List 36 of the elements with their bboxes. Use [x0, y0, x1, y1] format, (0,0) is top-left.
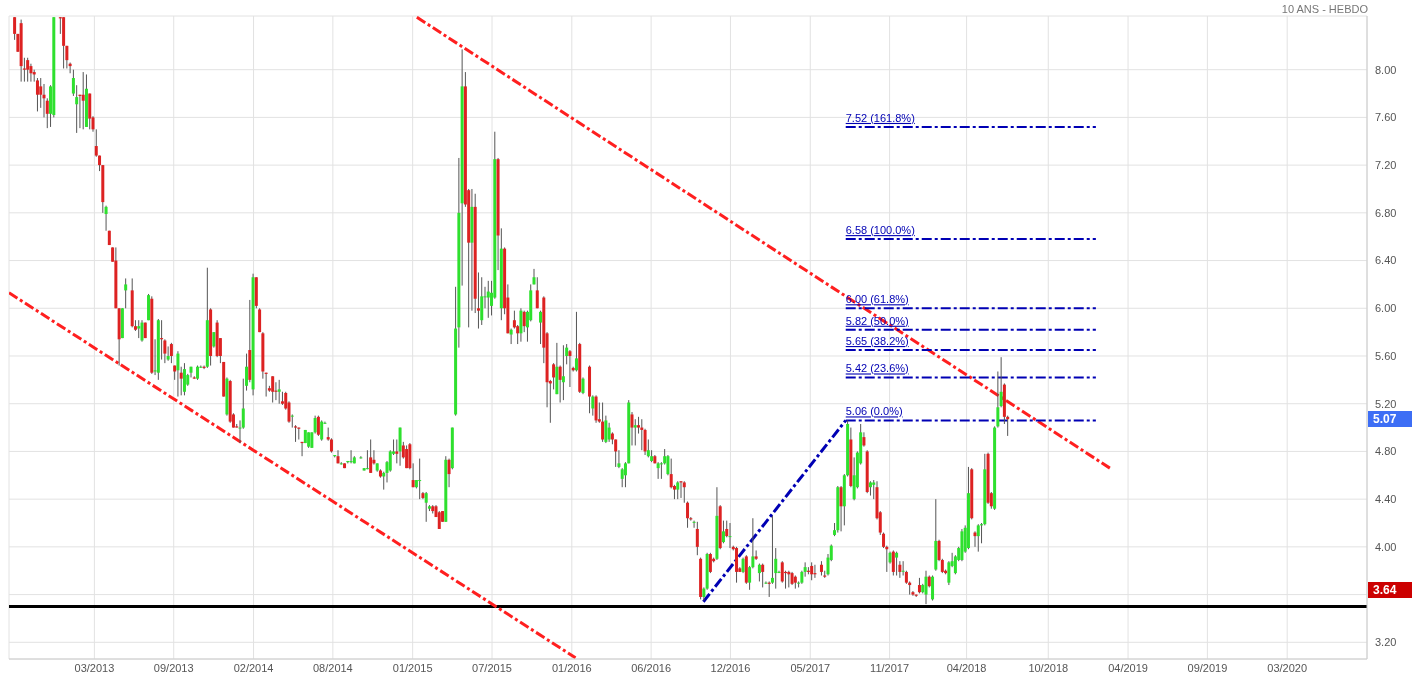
axis-tag: 5.07	[1368, 411, 1412, 427]
y-tick-label: 8.00	[1375, 63, 1397, 76]
x-tick-label: 10/2018	[1028, 661, 1069, 674]
x-tick-label: 07/2015	[472, 661, 512, 674]
axis-tag: 3.64	[1368, 582, 1412, 598]
y-tick-label: 5.20	[1375, 397, 1397, 410]
x-tick-label: 04/2019	[1108, 661, 1148, 674]
x-tick-label: 11/2017	[870, 661, 910, 674]
x-tick-label: 03/2013	[74, 661, 115, 674]
x-tick-label: 05/2017	[790, 661, 831, 674]
x-tick-label: 12/2016	[710, 661, 751, 674]
y-tick-label: 6.80	[1375, 206, 1397, 219]
y-tick-label: 3.20	[1375, 636, 1397, 649]
y-tick-label: 7.60	[1375, 111, 1397, 124]
y-tick-label: 4.00	[1375, 540, 1397, 553]
series-label: 5.65 (38.2%)	[845, 335, 909, 348]
x-tick-label: 09/2013	[153, 661, 194, 674]
x-tick-label: 01/2015	[392, 661, 433, 674]
y-tick-label: 6.00	[1375, 302, 1397, 315]
x-tick-label: 06/2016	[631, 661, 672, 674]
x-tick-label: 01/2016	[551, 661, 592, 674]
series-label: 5.42 (23.6%)	[845, 362, 909, 375]
series-label: 6.58 (100.0%)	[845, 224, 915, 237]
y-tick-label: 6.40	[1375, 254, 1397, 267]
x-tick-label: 02/2014	[233, 661, 274, 674]
y-tick-label: 4.40	[1375, 493, 1397, 506]
y-tick-label: 7.20	[1375, 159, 1397, 172]
chart-title: 10 ANS - HEBDO	[1281, 2, 1368, 16]
x-tick-label: 09/2019	[1187, 661, 1228, 674]
series-label: 5.06 (0.0%)	[845, 405, 903, 418]
y-tick-label: 5.60	[1375, 349, 1397, 362]
series-label: 7.52 (161.8%)	[845, 111, 915, 124]
y-tick-label: 4.80	[1375, 445, 1397, 458]
x-tick-label: 03/2020	[1267, 661, 1308, 674]
x-tick-label: 04/2018	[946, 661, 987, 674]
x-tick-label: 08/2014	[312, 661, 353, 674]
